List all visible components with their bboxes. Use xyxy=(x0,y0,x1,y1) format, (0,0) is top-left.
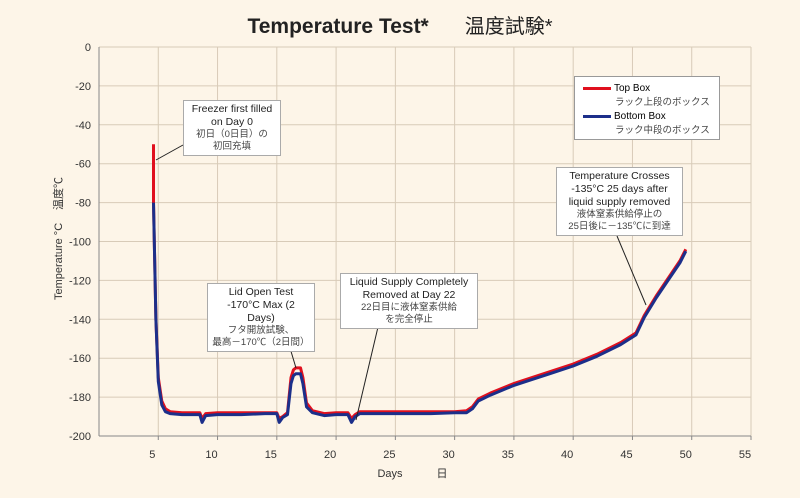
x-axis-label-jp: 日 xyxy=(437,468,448,480)
y-tick-label: -60 xyxy=(75,159,91,171)
legend: Top Box ラック上段のボックス Bottom Box ラック中段のボックス xyxy=(574,76,720,140)
annotation-freezer-filled: Freezer first filled on Day 0 初日（0日目）の 初回充… xyxy=(183,100,281,156)
x-tick-label: 55 xyxy=(739,449,751,461)
annotation-text-jp: 最高－170℃（2日間） xyxy=(212,337,310,348)
x-tick-label: 10 xyxy=(205,449,217,461)
legend-label: Top Box xyxy=(614,83,651,94)
annotation-text: Lid Open Test xyxy=(228,286,294,298)
x-tick-label: 30 xyxy=(443,449,455,461)
annotation-text: Liquid Supply Completely xyxy=(349,276,469,288)
annotation-text: Freezer first filled xyxy=(191,103,273,115)
annotation-text-jp: 液体窒素供給停止の xyxy=(576,209,663,220)
legend-label-jp: ラック上段のボックス xyxy=(615,97,710,108)
y-tick-label: -40 xyxy=(75,120,91,132)
annotation-leader-line xyxy=(155,144,184,161)
annotation-lid-open: Lid Open Test -170°C Max (2 Days) フタ開放試験、… xyxy=(207,283,315,352)
annotation-text-jp: フタ開放試験、 xyxy=(227,325,295,336)
annotation-text: Removed at Day 22 xyxy=(362,289,456,301)
annotation-leader-line xyxy=(616,235,647,306)
x-tick-label: 20 xyxy=(324,449,336,461)
legend-label: Bottom Box xyxy=(614,111,666,122)
x-tick-label: 45 xyxy=(620,449,632,461)
title-jp: 温度試験* xyxy=(464,16,553,38)
legend-item-bottom-box: Bottom Box ラック中段のボックス xyxy=(583,111,710,136)
x-tick-label: 40 xyxy=(561,449,573,461)
annotation-text: on Day 0 xyxy=(210,116,254,128)
y-tick-label: 0 xyxy=(85,42,91,54)
y-tick-label: -140 xyxy=(69,314,91,326)
x-tick-label: 5 xyxy=(149,449,155,461)
y-tick-label: -200 xyxy=(69,431,91,443)
annotation-text: Temperature Crosses xyxy=(569,170,670,182)
legend-item-top-box: Top Box ラック上段のボックス xyxy=(583,83,710,108)
y-tick-label: -100 xyxy=(69,237,91,249)
series-line-bottom-box xyxy=(152,202,688,424)
y-tick-label: -20 xyxy=(75,81,91,93)
chart-title: Temperature Test* 温度試験* xyxy=(0,10,800,39)
x-axis-label: Days xyxy=(377,468,403,480)
x-tick-label: 50 xyxy=(680,449,692,461)
annotation-leader-line xyxy=(355,326,379,421)
legend-swatch xyxy=(583,86,611,90)
annotation-text-jp: 25日後に－135℃に到達 xyxy=(568,221,671,232)
title-en: Temperature Test* xyxy=(247,15,429,38)
y-axis-label-jp: 温度℃ xyxy=(51,177,65,210)
x-tick-label: 15 xyxy=(265,449,277,461)
annotation-text-jp: 初回充填 xyxy=(212,141,251,152)
y-axis-label: Temperature °C xyxy=(53,223,65,300)
annotation-text-jp: 初日（0日目）の xyxy=(196,129,268,140)
x-tick-label: 35 xyxy=(502,449,514,461)
legend-swatch xyxy=(583,114,611,118)
legend-label-jp: ラック中段のボックス xyxy=(615,125,710,136)
y-tick-label: -180 xyxy=(69,392,91,404)
y-tick-label: -120 xyxy=(69,275,91,287)
annotation-text: -135°C 25 days after xyxy=(571,183,668,195)
annotation-text: liquid supply removed xyxy=(568,196,671,208)
y-tick-label: -160 xyxy=(69,353,91,365)
annotation-temp-crosses: Temperature Crosses -135°C 25 days after l… xyxy=(556,167,683,236)
annotation-text: -170°C Max (2 Days) xyxy=(227,299,295,324)
annotation-text-jp: を完全停止 xyxy=(385,314,433,325)
annotation-text-jp: 22日目に液体窒素供給 xyxy=(360,302,458,313)
annotation-liquid-removed: Liquid Supply Completely Removed at Day 2… xyxy=(340,273,478,329)
x-tick-label: 25 xyxy=(383,449,395,461)
y-tick-label: -80 xyxy=(75,198,91,210)
